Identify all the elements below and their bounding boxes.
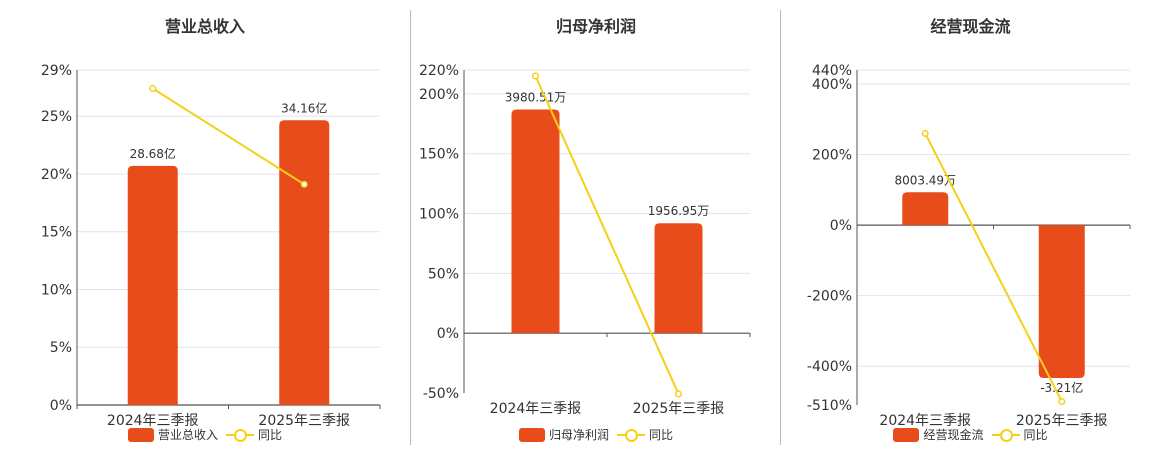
bar xyxy=(511,109,560,334)
yoy-point xyxy=(1058,397,1066,406)
x-tick-label: 2024年三季报 xyxy=(879,413,971,429)
y-tick-label: 20% xyxy=(41,167,72,183)
legend-label: 同比 xyxy=(1023,428,1048,442)
legend-item-bar[interactable]: 经营现金流 xyxy=(893,426,984,443)
bar-data-label: 8003.49万 xyxy=(894,173,956,187)
y-tick-label: 50% xyxy=(428,266,459,282)
chart-svg-net-profit: -50% 0% 50% 100% 150% 200% 220% 2024年三季报 2025年三季… xyxy=(419,63,751,417)
yoy-point xyxy=(531,72,540,80)
y-tick-label: 10% xyxy=(41,282,72,298)
chart-svg-revenue: 0% 5% 10% 15% 20% 25% 29% 2024年三季报 2025年三季报 28.68… xyxy=(41,63,381,429)
divider xyxy=(780,10,781,445)
x-tick-label: 2024年三季报 xyxy=(490,401,582,417)
chart-title: 营业总收入 xyxy=(164,17,245,36)
yoy-line xyxy=(924,133,1063,402)
bar xyxy=(654,223,703,334)
legend-bar-swatch xyxy=(127,427,154,442)
yoy-point xyxy=(921,129,929,138)
legend-label: 经营现金流 xyxy=(923,428,984,442)
chart-svg-cash-flow: -510% -400% -200% 0% 200% 400%440% 2024年三季报 202… xyxy=(807,63,1131,429)
yoy-line xyxy=(152,87,305,186)
legend-item-bar[interactable]: 归母净利润 xyxy=(518,426,609,443)
yoy-point xyxy=(300,180,308,188)
x-tick-label: 2025年三季报 xyxy=(633,401,725,417)
legend-bar-swatch xyxy=(518,427,545,442)
y-tick-label: 15% xyxy=(41,225,72,241)
y-tick-label: 440% xyxy=(812,63,852,79)
yoy-point xyxy=(674,390,683,398)
legend-label: 同比 xyxy=(649,428,674,442)
chart-panel-revenue: 营业总收入 0% 5% 10% 15% 20% 25% 29% 2024年三季报 2025年三季… xyxy=(0,0,410,450)
yoy-point xyxy=(149,84,157,93)
legend-item-bar[interactable]: 营业总收入 xyxy=(127,426,218,443)
bar xyxy=(1038,225,1085,379)
y-tick-label: -510% xyxy=(807,398,852,414)
x-tick-label: 2024年三季报 xyxy=(107,413,199,429)
bar-data-label: 1956.95万 xyxy=(648,204,710,218)
legend: 经营现金流 同比 xyxy=(781,426,1160,443)
legend-line-swatch xyxy=(991,428,1020,442)
legend-bar-swatch xyxy=(893,427,920,442)
chart-title: 归母净利润 xyxy=(555,17,636,36)
bar xyxy=(127,165,178,405)
legend-item-line[interactable]: 同比 xyxy=(226,426,282,443)
legend-item-line[interactable]: 同比 xyxy=(617,426,673,443)
y-tick-label: 200% xyxy=(419,87,459,103)
bar-data-label: 3980.51万 xyxy=(505,90,567,104)
y-tick-label: -400% xyxy=(807,359,852,375)
bar-data-label: 34.16亿 xyxy=(281,100,327,115)
chart-panel-cash-flow: 经营现金流 -510% -400% -200% 0% 200% 400% 440% 2024年… xyxy=(781,0,1160,450)
y-tick-label: 29% xyxy=(41,63,72,79)
bar-data-label: -3.21亿 xyxy=(1040,380,1083,395)
yoy-line xyxy=(534,75,680,395)
y-tick-label: -50% xyxy=(423,386,459,402)
bar xyxy=(279,120,330,405)
legend-line-swatch xyxy=(226,428,254,442)
y-tick-label: 200% xyxy=(812,148,852,164)
bar-data-label: 28.68亿 xyxy=(130,146,176,161)
y-tick-label: 150% xyxy=(419,147,459,163)
legend-label: 归母净利润 xyxy=(548,428,609,442)
y-tick-label: 0% xyxy=(50,398,72,414)
legend-line-swatch xyxy=(617,428,645,442)
legend: 营业总收入 同比 xyxy=(0,426,410,443)
x-tick-label: 2025年三季报 xyxy=(258,413,350,429)
x-tick-label: 2025年三季报 xyxy=(1016,413,1108,429)
y-tick-label: 0% xyxy=(437,326,459,342)
chart-title: 经营现金流 xyxy=(930,17,1011,36)
divider xyxy=(410,10,411,445)
y-tick-label: 0% xyxy=(830,218,852,234)
y-tick-label: 100% xyxy=(419,207,459,223)
y-tick-label: 25% xyxy=(41,109,72,125)
y-tick-label: 220% xyxy=(419,63,459,79)
legend-label: 营业总收入 xyxy=(157,428,218,442)
legend: 归母净利润 同比 xyxy=(411,426,781,443)
y-tick-label: -200% xyxy=(807,289,852,305)
legend-label: 同比 xyxy=(258,428,283,442)
chart-panel-net-profit: 归母净利润 -50% 0% 50% 100% 150% 200% 220% 2024年三季报 2… xyxy=(411,0,781,450)
y-tick-label: 5% xyxy=(50,340,72,356)
y-tick-label: 400% xyxy=(812,77,852,93)
legend-item-line[interactable]: 同比 xyxy=(991,426,1048,443)
bar xyxy=(902,192,949,226)
